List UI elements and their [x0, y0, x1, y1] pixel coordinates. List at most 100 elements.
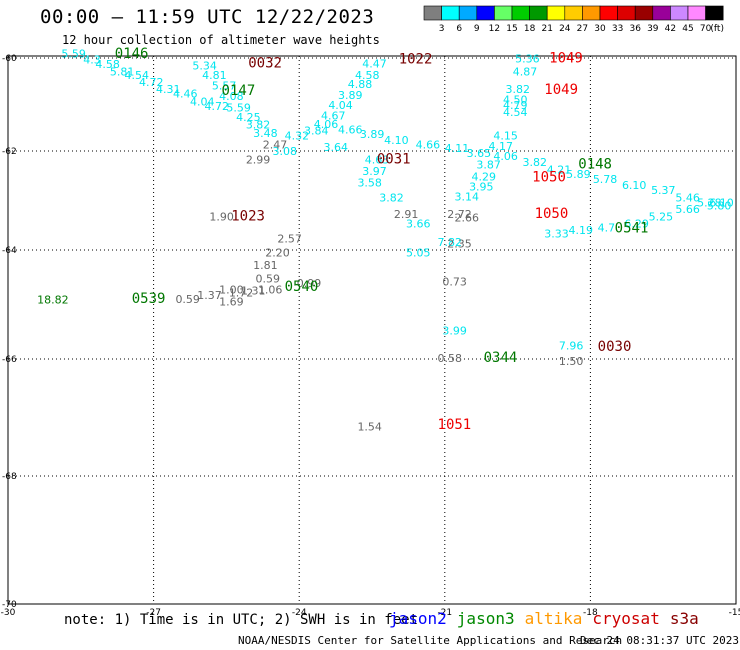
wave-height-label: 0.58 [438, 352, 463, 365]
y-tick-label: -62 [2, 147, 17, 157]
wave-height-points: 5.594.34.585.814.544.724.314.464.044.725… [37, 48, 734, 434]
x-tick-label: -27 [146, 608, 161, 618]
wave-height-label: 2.20 [265, 247, 290, 260]
wave-height-label: 4.06 [314, 118, 339, 131]
wave-height-label: 4.29 [471, 171, 496, 184]
wave-height-label: 5.66 [675, 203, 700, 216]
wave-height-label: 2.72 [447, 208, 472, 221]
x-tick-label: -18 [583, 608, 598, 618]
pass-time-label: 0147 [222, 83, 256, 99]
colorbar-unit: (ft) [710, 24, 724, 34]
wave-height-label: 3.84 [304, 125, 329, 138]
colorbar-tick: 39 [647, 24, 659, 34]
wave-height-label: 3.82 [505, 83, 530, 96]
wave-height-label: 3.89 [338, 89, 363, 102]
y-tick-label: -66 [2, 355, 17, 365]
pass-time-label: 0344 [484, 350, 518, 366]
wave-height-label: 3.58 [357, 177, 382, 190]
wave-height-label: 4.17 [488, 140, 512, 153]
wave-height-label: 3.33 [544, 228, 569, 241]
colorbar-tick: 33 [612, 24, 623, 34]
pass-time-label: 0540 [285, 279, 319, 295]
wave-height-label: 4.21 [547, 163, 572, 176]
wave-height-label: 4.04 [190, 95, 215, 108]
wave-height-label: 0.59 [175, 293, 200, 306]
wave-height-label: 5.25 [649, 210, 674, 223]
wave-height-label: 6.10 [709, 196, 734, 209]
pass-time-label: 1022 [399, 52, 433, 68]
wave-height-label: 4.15 [493, 129, 518, 142]
pass-time-label: 1049 [544, 82, 578, 98]
wave-height-label: 4.58 [95, 58, 120, 71]
credit-line: NOAA/NESDIS Center for Satellite Applica… [238, 634, 623, 647]
wave-height-label: 3.82 [379, 191, 404, 204]
colorbar-tick: 15 [506, 24, 517, 34]
pass-time-label: 0146 [115, 46, 149, 62]
y-tick-label: -70 [2, 600, 17, 610]
wave-height-label: 4.11 [445, 142, 470, 155]
wave-height-label: 4.87 [513, 66, 538, 79]
wave-height-label: 4.50 [503, 94, 528, 107]
map-title: 00:00 – 11:59 UTC 12/22/2023 [40, 6, 375, 28]
pass-time-label: 0148 [578, 156, 612, 172]
colorbar-tick: 45 [682, 24, 693, 34]
wave-height-label: 4.10 [384, 134, 409, 147]
pass-time-label: 0031 [377, 151, 411, 167]
pass-time-label: 1049 [549, 51, 583, 67]
wave-height-label: 7.82 [438, 236, 463, 249]
y-tick-label: -60 [2, 54, 17, 64]
wave-height-label: 5.59 [226, 101, 251, 114]
wave-height-label: 3.08 [273, 145, 298, 158]
colorbar-tick: 3 [439, 24, 445, 34]
legend-jason3: jason3 [456, 609, 515, 628]
pass-time-label: 1023 [231, 208, 265, 224]
wave-height-label: 1.37 [197, 289, 222, 302]
wave-height-label: 3.64 [323, 141, 348, 154]
wave-height-label: 3.48 [253, 127, 277, 140]
wave-height-label: 3.82 [246, 119, 271, 132]
credit-date: Dec 24 08:31:37 UTC 2023 [580, 634, 739, 647]
wave-height-label: 4.04 [328, 99, 353, 112]
wave-height-label: 4.72 [139, 76, 164, 89]
wave-height-label: 4.72 [205, 100, 230, 113]
wave-height-label: 4.46 [173, 88, 198, 101]
pass-time-label: 1051 [438, 417, 472, 433]
wave-height-label: 1.00 [219, 284, 244, 297]
wave-height-label: 7.96 [559, 340, 584, 353]
wave-height-label: 3.95 [469, 181, 494, 194]
wave-height-label: 0.73 [442, 275, 467, 288]
wave-height-label: 5.36 [515, 53, 540, 66]
x-tick-label: -21 [437, 608, 452, 618]
wave-height-label: 1.31 [241, 285, 266, 298]
wave-height-label: 5.46 [675, 191, 700, 204]
wave-height-label: 4.63 [365, 153, 390, 166]
x-tick-label: -24 [292, 608, 307, 618]
wave-height-label: 1.72 [229, 286, 254, 299]
grid-lines [7, 55, 737, 605]
colorbar-swatch [705, 5, 724, 21]
wave-height-label: 1.50 [559, 355, 584, 368]
x-tick-label: -30 [1, 608, 16, 618]
pass-time-label: 0030 [598, 339, 632, 355]
wave-height-label: 5.81 [110, 66, 135, 79]
colorbar-tick: 6 [456, 24, 462, 34]
legend-cryosat: cryosat [592, 609, 660, 628]
satellite-legend: jason2 jason3 altika cryosat s3a [389, 609, 709, 628]
wave-height-label: 3.89 [360, 128, 385, 141]
pass-time-label: 1050 [532, 170, 566, 186]
wave-height-label: 2.99 [246, 153, 271, 166]
colorbar-tick: 21 [541, 24, 552, 34]
wave-height-label: 4.54 [503, 106, 528, 119]
wave-height-label: 5.78 [593, 173, 618, 186]
x-tick-label: -15 [729, 608, 740, 618]
colorbar-tick: 70 [700, 24, 712, 34]
wave-height-label: 5.37 [651, 184, 676, 197]
wave-height-label: 2.57 [277, 233, 302, 246]
wave-height-label: 3.14 [455, 191, 480, 204]
legend-s3a: s3a [669, 609, 699, 628]
wave-height-label: 4.06 [493, 150, 518, 163]
wave-height-label: 3.97 [362, 165, 387, 178]
colorbar-tick: 27 [577, 24, 588, 34]
pass-timestamps: 0146 0147 0539 0540 0148 0541 0344 0032 1022 0031… [115, 46, 649, 433]
colorbar-tick: 30 [594, 24, 606, 34]
